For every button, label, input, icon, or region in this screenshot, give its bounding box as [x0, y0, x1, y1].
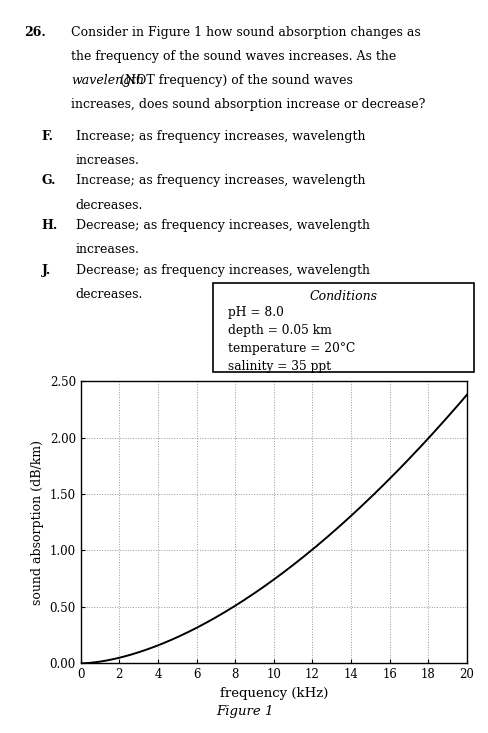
Text: H.: H. — [41, 219, 58, 232]
Text: Increase; as frequency increases, wavelength: Increase; as frequency increases, wavele… — [76, 130, 365, 143]
Text: Conditions: Conditions — [309, 290, 377, 303]
Text: wavelength: wavelength — [71, 74, 144, 87]
Text: F.: F. — [41, 130, 54, 143]
Text: increases, does sound absorption increase or decrease?: increases, does sound absorption increas… — [71, 98, 425, 111]
Text: depth = 0.05 km: depth = 0.05 km — [228, 324, 332, 337]
Text: decreases.: decreases. — [76, 199, 143, 212]
Text: (NOT frequency) of the sound waves: (NOT frequency) of the sound waves — [116, 74, 352, 87]
Text: pH = 8.0: pH = 8.0 — [228, 306, 284, 319]
Text: temperature = 20°C: temperature = 20°C — [228, 342, 355, 355]
Text: 26.: 26. — [24, 26, 46, 39]
Text: Increase; as frequency increases, wavelength: Increase; as frequency increases, wavele… — [76, 174, 365, 188]
Text: Decrease; as frequency increases, wavelength: Decrease; as frequency increases, wavele… — [76, 219, 369, 232]
Text: salinity = 35 ppt: salinity = 35 ppt — [228, 360, 331, 373]
Text: Decrease; as frequency increases, wavelength: Decrease; as frequency increases, wavele… — [76, 264, 369, 277]
Text: increases.: increases. — [76, 154, 140, 167]
X-axis label: frequency (kHz): frequency (kHz) — [219, 687, 327, 700]
Text: J.: J. — [41, 264, 51, 277]
Text: decreases.: decreases. — [76, 288, 143, 301]
Text: G.: G. — [41, 174, 56, 188]
Text: increases.: increases. — [76, 243, 140, 257]
Text: Figure 1: Figure 1 — [215, 704, 273, 718]
Y-axis label: sound absorption (dB/km): sound absorption (dB/km) — [31, 440, 44, 605]
Text: the frequency of the sound waves increases. As the: the frequency of the sound waves increas… — [71, 50, 395, 63]
Text: Consider in Figure 1 how sound absorption changes as: Consider in Figure 1 how sound absorptio… — [71, 26, 420, 39]
